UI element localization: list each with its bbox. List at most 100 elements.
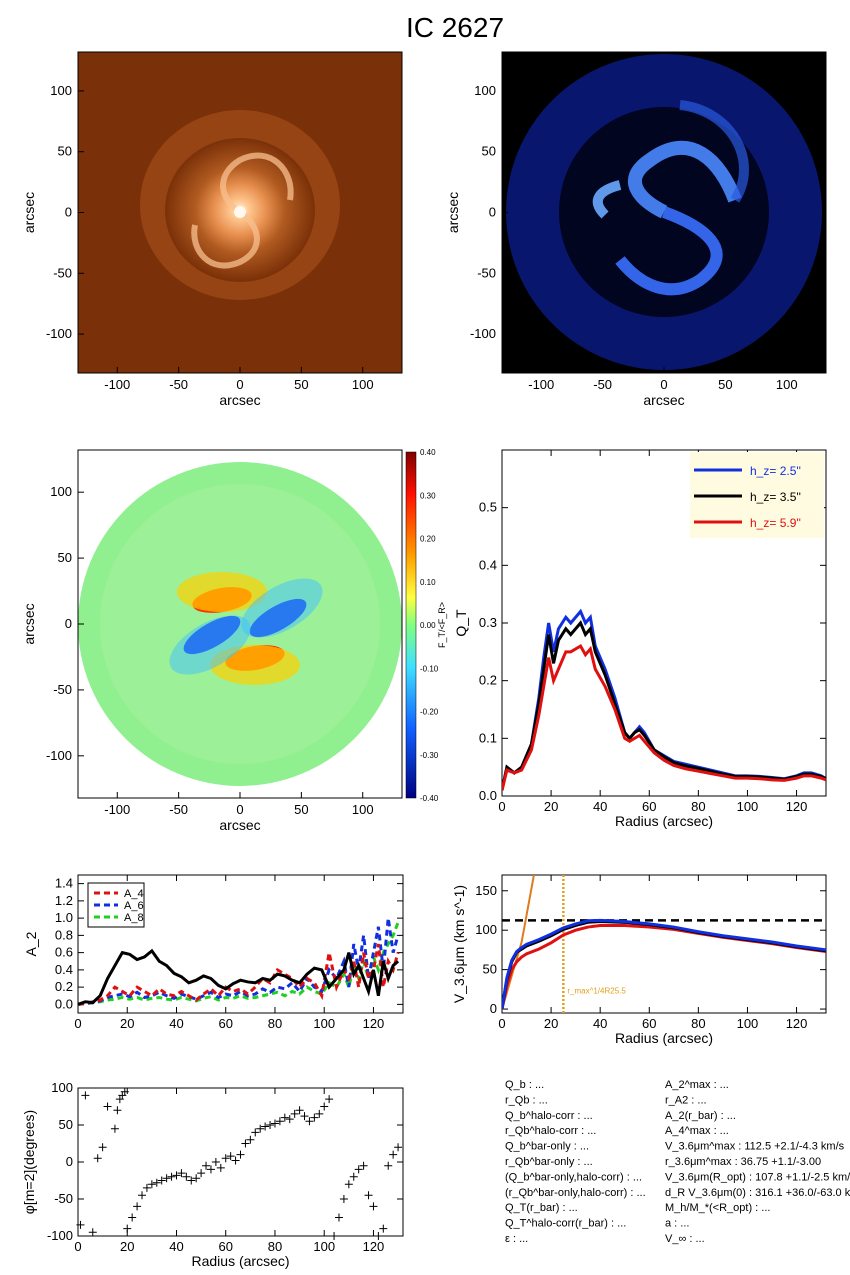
legend-label: A_4: [124, 888, 144, 900]
x-tick-label: -50: [169, 802, 188, 817]
y-axis-label: arcsec: [21, 603, 37, 644]
phi-point: [157, 1176, 166, 1185]
phi-point: [236, 1150, 245, 1159]
y-tick-label: 100: [50, 484, 72, 499]
y-tick-label: 50: [482, 144, 496, 159]
phi-point: [359, 1161, 368, 1170]
y-tick-label: 0.4: [479, 557, 497, 572]
legend-label: h_z= 5.9'': [750, 516, 801, 530]
phi-point: [389, 1150, 398, 1159]
y-tick-label: 50: [483, 962, 497, 977]
y-tick-label: 0: [489, 205, 496, 220]
x-axis-label: Radius (arcsec): [615, 813, 713, 829]
phi-point: [221, 1154, 230, 1163]
param-left-row: r_Qb^halo-corr : ...: [505, 1125, 596, 1137]
a2-series-line: [78, 943, 400, 1006]
phi-point: [334, 1213, 343, 1222]
x-tick-label: 0: [660, 377, 667, 392]
y-tick-label: 0.8: [55, 927, 73, 942]
y-axis-label: arcsec: [445, 192, 461, 233]
phi-point: [241, 1139, 250, 1148]
y-tick-label: 1.0: [55, 910, 73, 925]
y-tick-label: -100: [46, 748, 72, 763]
y-tick-label: 0.5: [479, 500, 497, 515]
phi-point: [182, 1172, 191, 1181]
phi-point: [128, 1213, 137, 1222]
x-tick-label: 50: [294, 802, 308, 817]
colorbar-label: F_T/<F_R>: [437, 602, 447, 648]
param-left-row: Q_T^halo-corr(r_bar) : ...: [505, 1218, 626, 1230]
x-axis-label: Radius (arcsec): [615, 1030, 713, 1046]
phi-point: [177, 1169, 186, 1178]
plot-frame: [501, 874, 827, 1014]
phi-point: [226, 1152, 235, 1161]
param-left-row: r_Qb^bar-only : ...: [505, 1156, 593, 1168]
phi-point: [305, 1117, 314, 1126]
legend-label: A_6: [124, 900, 144, 912]
param-left-row: ε : ...: [505, 1233, 528, 1245]
param-right-row: A_4^max : ...: [665, 1125, 729, 1137]
colorbar-tick-label: 0.20: [420, 535, 436, 544]
phi-point: [364, 1191, 373, 1200]
colorbar-tick-label: 0.00: [420, 621, 436, 630]
plot-frame: [77, 1087, 404, 1237]
y-tick-label: 0: [490, 1001, 497, 1016]
y-tick-label: -50: [53, 682, 72, 697]
y-axis-label: A_2: [23, 931, 39, 956]
param-right-row: a : ...: [665, 1218, 689, 1230]
x-tick-label: 20: [544, 1016, 558, 1031]
legend-label: h_z= 2.5'': [750, 464, 801, 478]
x-tick-label: 0: [74, 1239, 81, 1254]
param-right-row: A_2^max : ...: [665, 1079, 729, 1091]
y-tick-label: 100: [475, 922, 497, 937]
y-tick-label: 0.4: [55, 962, 73, 977]
phi-point: [251, 1128, 260, 1137]
x-tick-label: 100: [313, 1239, 335, 1254]
colorbar-tick-label: -0.20: [420, 708, 439, 717]
phi-point: [270, 1119, 279, 1128]
x-tick-label: 100: [313, 1016, 335, 1031]
y-tick-label: 1.4: [55, 876, 73, 891]
force-map-cyan-halo: [241, 578, 323, 638]
phi-point: [81, 1091, 90, 1100]
phi-point: [369, 1202, 378, 1211]
phi-point: [187, 1176, 196, 1185]
y-tick-label: 100: [51, 1080, 73, 1095]
x-tick-label: 120: [363, 1239, 385, 1254]
x-tick-label: 80: [268, 1239, 282, 1254]
param-right-row: A_2(r_bar) : ...: [665, 1110, 736, 1122]
x-tick-label: 80: [691, 799, 705, 814]
y-tick-label: 0.1: [479, 730, 497, 745]
param-right-row: V_3.6μm(R_opt) : 107.8 +1.1/-2.5 km/s: [665, 1171, 850, 1183]
phi-point: [379, 1224, 388, 1233]
x-tick-label: 50: [718, 377, 732, 392]
phi-point: [246, 1135, 255, 1144]
phi-point: [266, 1121, 275, 1129]
y-tick-label: 0: [65, 205, 72, 220]
phi-point: [133, 1202, 142, 1211]
phi-point: [103, 1102, 112, 1111]
y-tick-label: -50: [53, 265, 72, 280]
param-left-row: Q_b : ...: [505, 1079, 544, 1091]
a2-series-line: [78, 917, 400, 1006]
rc-series-line: [502, 918, 826, 1010]
x-tick-label: 80: [268, 1016, 282, 1031]
x-axis-label: arcsec: [219, 817, 260, 833]
x-tick-label: 50: [294, 377, 308, 392]
colorbar-tick-label: 0.30: [420, 491, 436, 500]
optical-spiral-arm: [191, 209, 260, 269]
y-tick-label: -50: [477, 265, 496, 280]
phi-point: [344, 1180, 353, 1189]
x-tick-label: 20: [120, 1016, 134, 1031]
phi-point: [384, 1161, 393, 1170]
x-tick-label: 100: [737, 1016, 759, 1031]
param-right-row: V_3.6μm^max : 112.5 +2.1/-4.3 km/s: [665, 1141, 845, 1153]
phi-point: [290, 1109, 299, 1118]
y-tick-label: -50: [54, 1191, 73, 1206]
x-axis-label: arcsec: [643, 392, 684, 408]
phi-point: [295, 1106, 304, 1115]
phi-point: [98, 1143, 107, 1152]
phi-point: [374, 1232, 383, 1240]
x-tick-label: 60: [218, 1239, 232, 1254]
colorbar-tick-label: 0.40: [420, 448, 436, 457]
